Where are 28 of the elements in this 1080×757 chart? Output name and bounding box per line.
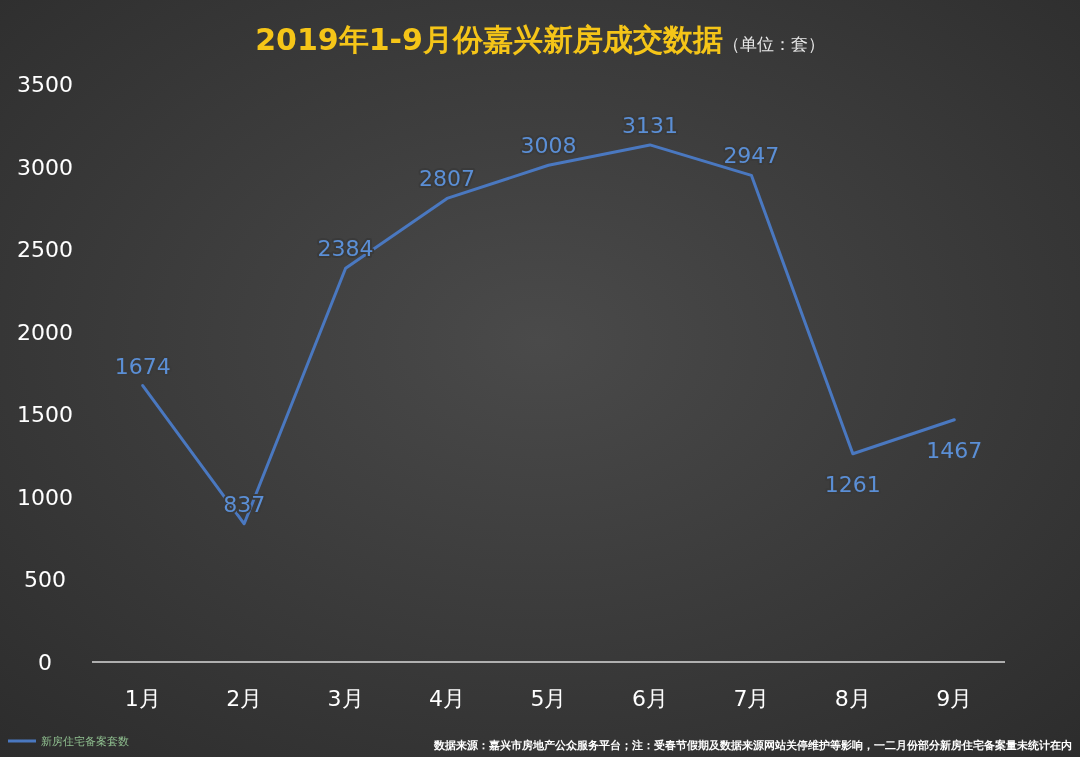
y-tick-label: 2000 — [17, 319, 73, 345]
x-tick-label: 4月 — [429, 686, 466, 711]
x-tick-label: 2月 — [226, 686, 263, 711]
y-tick-label: 2500 — [17, 237, 73, 263]
data-label: 2384 — [317, 236, 374, 262]
x-tick-label: 7月 — [733, 686, 770, 711]
data-label: 3131 — [621, 112, 678, 138]
y-tick-label: 1500 — [17, 402, 73, 428]
y-tick-label: 0 — [38, 650, 52, 675]
legend-label: 新房住宅备案套数 — [41, 735, 129, 748]
x-tick-label: 5月 — [530, 686, 567, 711]
x-tick-label: 3月 — [327, 686, 364, 711]
data-label: 2807 — [419, 166, 476, 192]
source-note: 数据来源：嘉兴市房地产公众服务平台；注：受春节假期及数据来源网站关停维护等影响，一二月份部分新房住宅备案量未统计在内 — [433, 739, 1072, 752]
y-tick-label: 3500 — [17, 72, 73, 97]
data-label: 1467 — [926, 437, 983, 463]
y-tick-label: 3000 — [17, 154, 73, 180]
data-label: 3008 — [520, 133, 577, 159]
y-tick-label: 1000 — [17, 484, 73, 510]
data-label: 1674 — [114, 353, 171, 379]
data-label: 2947 — [723, 143, 780, 169]
data-label: 1261 — [824, 471, 881, 497]
x-tick-label: 1月 — [124, 686, 161, 711]
x-tick-label: 6月 — [631, 686, 668, 711]
x-tick-label: 8月 — [834, 686, 871, 711]
y-tick-label: 500 — [24, 567, 66, 593]
x-tick-label: 9月 — [936, 686, 973, 711]
chart-subtitle: （单位：套） — [722, 34, 825, 54]
